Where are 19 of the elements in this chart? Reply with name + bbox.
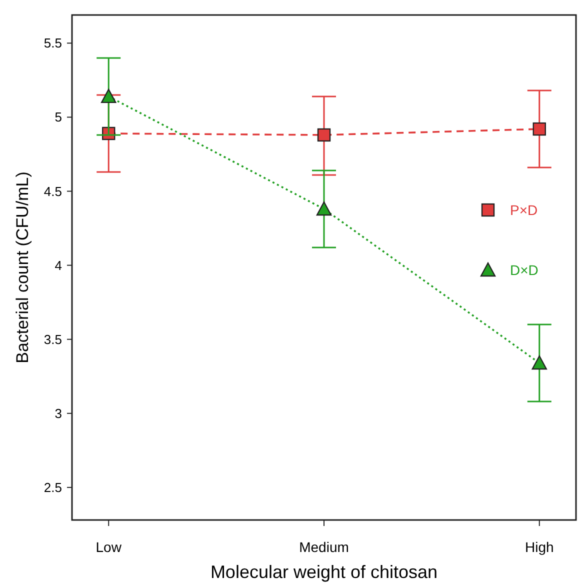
x-tick-label: Low (96, 539, 122, 555)
point (101, 88, 116, 104)
y-tick-label: 4 (54, 258, 62, 273)
legend-label: D×D (510, 262, 538, 278)
point (316, 201, 332, 216)
x-tick-label: Medium (299, 539, 349, 555)
y-tick-label: 5.5 (44, 36, 62, 51)
y-tick-label: 3.5 (44, 332, 62, 347)
legend-label: P×D (510, 202, 538, 218)
y-tick-label: 5 (54, 110, 62, 125)
y-axis-title: Bacterial count (CFU/mL) (13, 172, 32, 364)
x-tick-label: High (524, 539, 554, 555)
point (532, 122, 546, 136)
y-tick-label: 3 (54, 406, 62, 421)
point (532, 355, 547, 370)
point (317, 128, 331, 142)
y-tick-label: 4.5 (44, 184, 62, 199)
x-axis-title: Molecular weight of chitosan (210, 562, 438, 582)
y-tick-label: 2.5 (44, 480, 62, 495)
